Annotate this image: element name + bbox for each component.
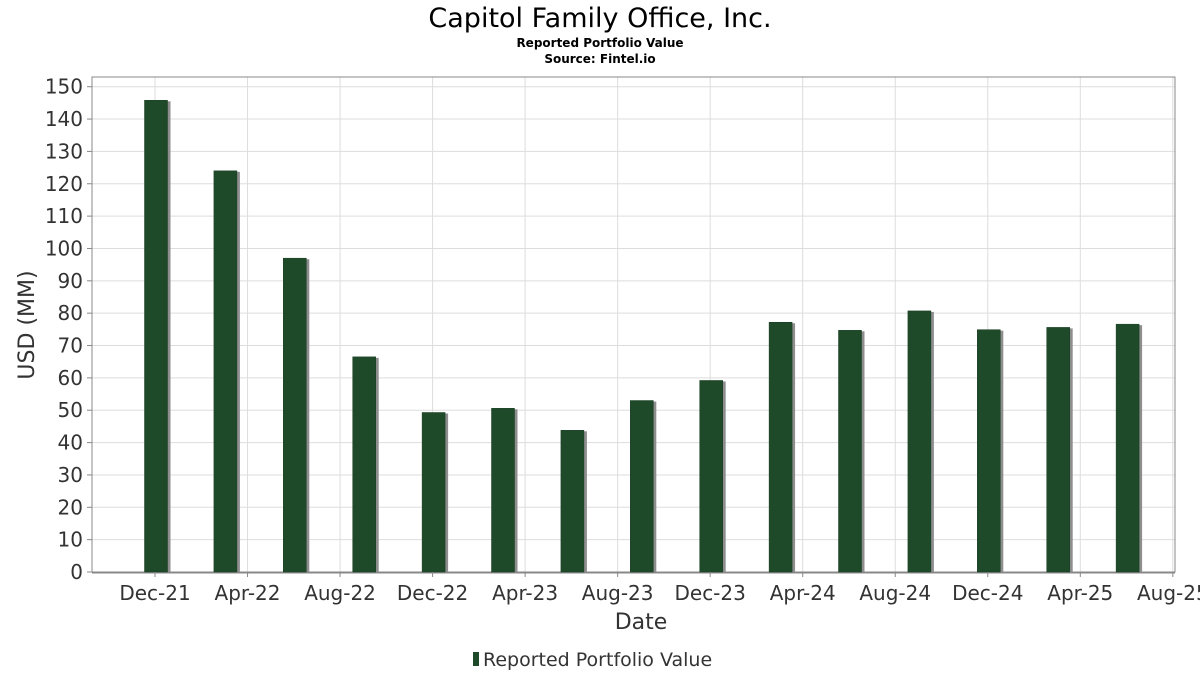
- bar-Dec-24: [977, 329, 1001, 573]
- bar-Mar-25: [1046, 327, 1070, 573]
- y-tick-label: 60: [58, 366, 83, 390]
- x-tick-label: Apr-22: [215, 581, 281, 605]
- bar-Sep-23: [630, 400, 654, 573]
- y-tick-label: 100: [45, 236, 83, 260]
- y-tick-label: 30: [58, 463, 83, 487]
- y-tick-label: 90: [58, 269, 83, 293]
- y-tick-label: 130: [45, 139, 83, 163]
- bar-Dec-21: [144, 100, 168, 573]
- legend-label: Reported Portfolio Value: [483, 649, 712, 671]
- x-tick-label: Dec-21: [119, 581, 190, 605]
- x-axis-ticks: Dec-21 Apr-22 Aug-22 Dec-22 Apr-23 Aug-23 Dec-…: [119, 572, 1200, 605]
- x-axis-title: Date: [615, 610, 668, 635]
- bar-Jun-23: [560, 430, 585, 573]
- x-tick-label: Apr-24: [770, 581, 836, 605]
- bar-Dec-23: [699, 380, 723, 573]
- x-tick-label: Apr-25: [1047, 581, 1113, 605]
- bar-Mar-24: [768, 321, 793, 573]
- x-tick-label: Aug-25: [1137, 581, 1200, 605]
- y-tick-label: 20: [58, 495, 83, 519]
- bar-Mar-22: [213, 170, 238, 573]
- y-tick-label: 80: [58, 301, 83, 325]
- y-tick-label: 40: [58, 431, 83, 455]
- legend: Reported Portfolio Value: [473, 649, 712, 671]
- chart-source: Source: Fintel.io: [544, 52, 655, 66]
- bar-Dec-22: [421, 412, 446, 573]
- y-axis-title: USD (MM): [15, 270, 40, 379]
- bar-Jun-22: [283, 257, 307, 573]
- y-tick-label: 150: [45, 75, 83, 99]
- x-tick-label: Dec-24: [952, 581, 1023, 605]
- bar-Sep-22: [352, 356, 376, 573]
- legend-swatch: [473, 652, 479, 666]
- y-tick-label: 50: [58, 398, 83, 422]
- bar-Mar-23: [491, 408, 515, 573]
- y-tick-label: 0: [70, 560, 83, 584]
- chart-subtitle: Reported Portfolio Value: [516, 36, 683, 50]
- y-tick-label: 140: [45, 107, 83, 131]
- x-tick-label: Aug-23: [582, 581, 654, 605]
- bars: [144, 100, 1143, 573]
- x-tick-label: Aug-24: [859, 581, 931, 605]
- bar-Jun-24: [838, 330, 862, 573]
- x-tick-label: Dec-23: [674, 581, 745, 605]
- y-tick-label: 70: [58, 334, 83, 358]
- y-tick-label: 10: [58, 528, 83, 552]
- y-tick-label: 120: [45, 172, 83, 196]
- x-tick-label: Apr-23: [492, 581, 558, 605]
- y-axis-ticks: 0 10 20 30 40 50 60 70 80 90 100 110 120 130 140 150: [45, 75, 92, 584]
- x-tick-label: Dec-22: [397, 581, 468, 605]
- bar-Jun-25: [1115, 323, 1140, 573]
- x-tick-label: Aug-22: [304, 581, 376, 605]
- bar-Sep-24: [907, 310, 932, 573]
- chart-title: Capitol Family Office, Inc.: [428, 3, 771, 34]
- y-tick-label: 110: [45, 204, 83, 228]
